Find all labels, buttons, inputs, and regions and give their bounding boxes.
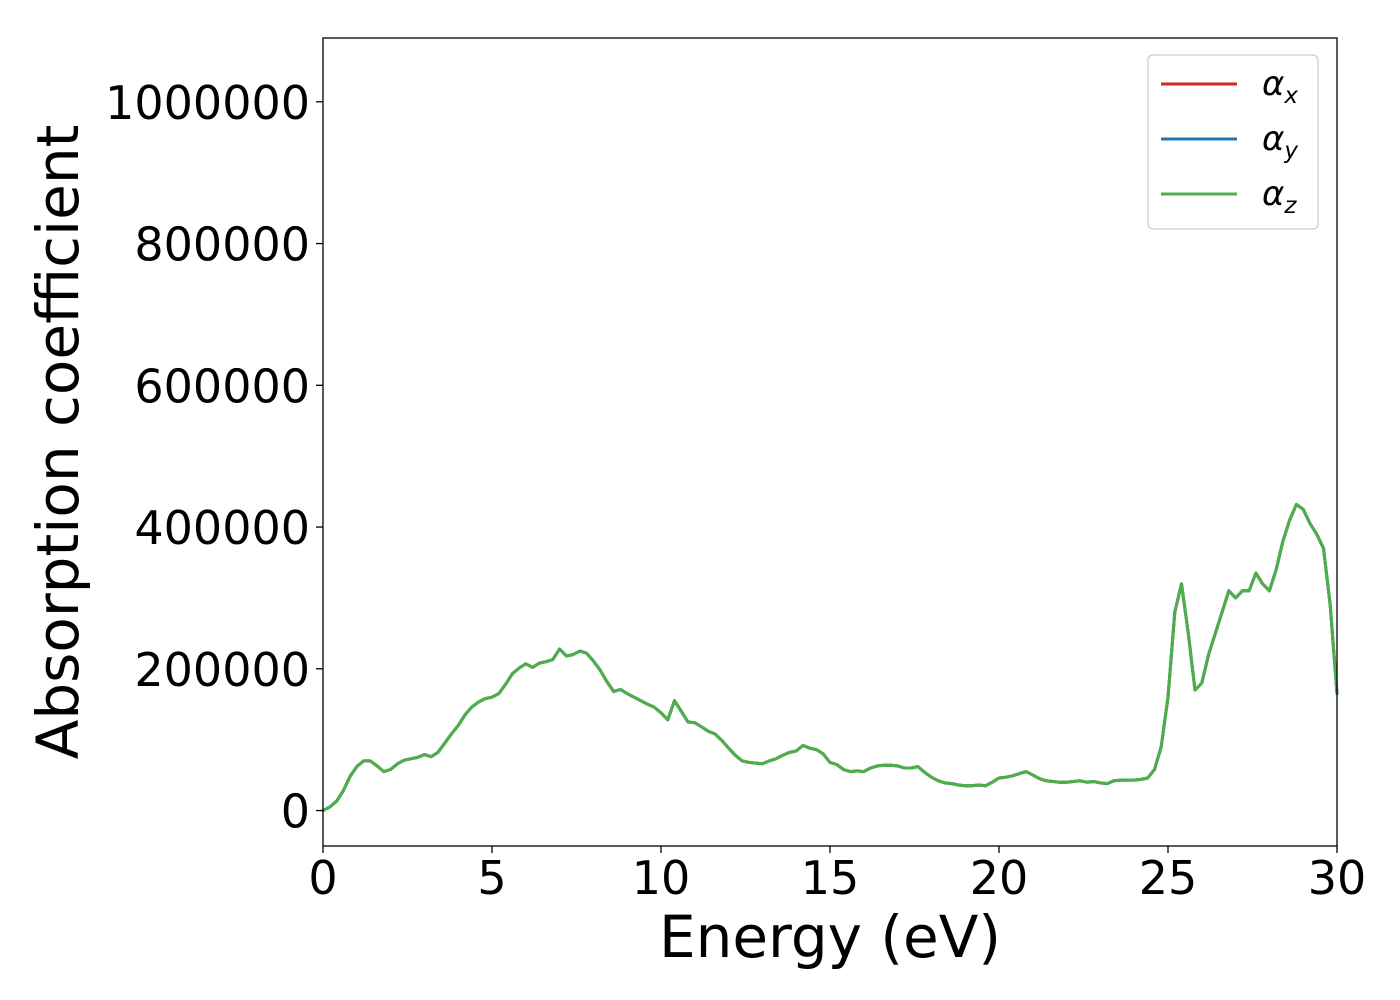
x-axis-label: Energy (eV): [659, 903, 1001, 971]
y-tick-label: 400000: [134, 501, 310, 555]
x-tick-label: 15: [801, 851, 860, 905]
x-tick-label: 10: [632, 851, 691, 905]
y-axis-label: Absorption coefficient: [24, 125, 92, 760]
x-tick-label: 0: [308, 851, 337, 905]
legend: αx αy αz: [1147, 54, 1319, 230]
y-tick-label: 600000: [134, 359, 310, 413]
legend-label-z: αz: [1262, 174, 1297, 219]
x-tick-label: 5: [477, 851, 506, 905]
x-tick-label: 30: [1308, 851, 1367, 905]
x-tick-label: 20: [970, 851, 1029, 905]
legend-box: [1147, 54, 1319, 230]
y-tick-label: 0: [281, 785, 310, 839]
y-tick-label: 1000000: [105, 76, 310, 130]
x-ticks: 0 5 10 15 20 25 30: [308, 846, 1366, 905]
series-line-z: [321, 502, 1339, 813]
y-tick-label: 200000: [134, 643, 310, 697]
series-layer: [321, 502, 1339, 813]
legend-label-y: αy: [1262, 119, 1298, 164]
legend-label-x: αx: [1262, 64, 1298, 109]
y-ticks: 0 200000 400000 600000 800000 1000000: [105, 76, 323, 839]
x-tick-label: 25: [1139, 851, 1198, 905]
y-tick-label: 800000: [134, 218, 310, 272]
